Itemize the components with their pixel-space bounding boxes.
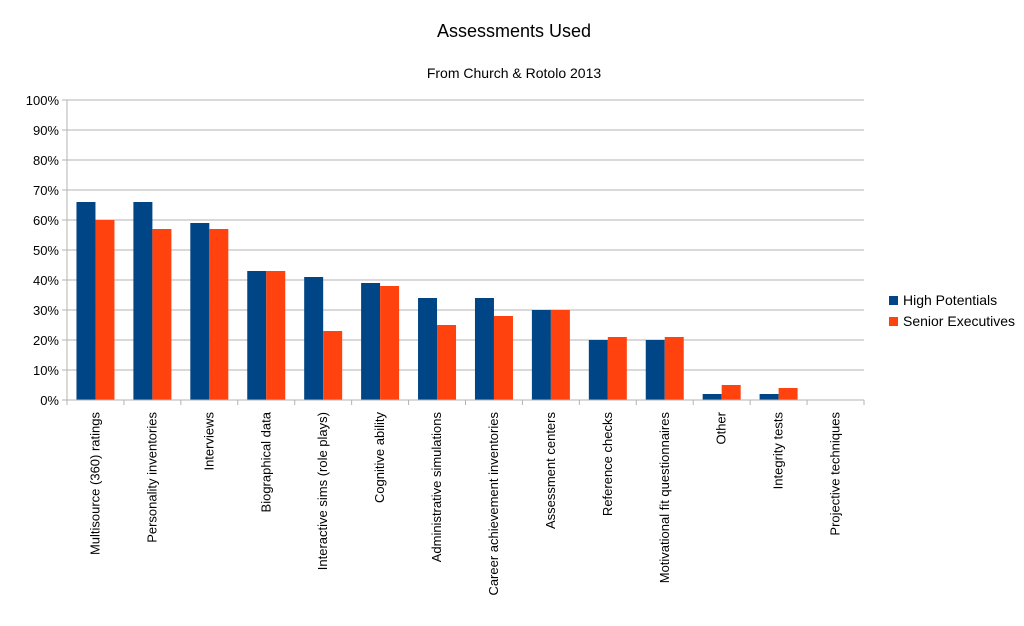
bar-high-potentials: [418, 298, 438, 400]
y-axis-ticks: 0% 10% 20% 30% 40% 50% 60% 70% 80% 90% 100%: [26, 93, 60, 408]
bar-high-potentials: [645, 340, 665, 400]
bar-high-potentials: [133, 202, 153, 400]
bar-senior-executives: [721, 385, 741, 400]
bar-high-potentials: [702, 394, 722, 400]
x-category-label: Other: [714, 411, 729, 444]
bar-senior-executives: [607, 337, 627, 400]
x-category-label: Integrity tests: [771, 412, 786, 490]
y-tick-label: 0%: [40, 393, 59, 408]
gridlines: [62, 99, 864, 401]
y-tick-label: 30%: [33, 303, 59, 318]
x-category-label: Projective techniques: [828, 412, 843, 536]
bar-high-potentials: [361, 283, 381, 400]
x-category-label: Biographical data: [258, 411, 273, 512]
x-category-label: Career achievement inventories: [486, 412, 501, 596]
y-tick-label: 100%: [26, 93, 60, 108]
bar-high-potentials: [247, 271, 267, 400]
y-tick-label: 80%: [33, 153, 59, 168]
bar-high-potentials: [304, 277, 324, 400]
x-category-label: Interviews: [201, 412, 216, 471]
x-category-label: Assessment centers: [543, 412, 558, 530]
x-category-label: Personality inventories: [144, 412, 159, 543]
y-tick-label: 20%: [33, 333, 59, 348]
legend-label: High Potentials: [903, 292, 997, 308]
bar-high-potentials: [531, 310, 551, 400]
bar-senior-executives: [493, 316, 513, 400]
x-category-label: Motivational fit questionnaires: [657, 412, 672, 584]
bar-senior-executives: [95, 220, 115, 400]
bar-high-potentials: [759, 394, 779, 400]
y-tick-label: 10%: [33, 363, 59, 378]
bar-senior-executives: [323, 331, 343, 400]
x-category-label: Multisource (360) ratings: [87, 412, 102, 556]
bars: [76, 202, 798, 400]
x-category-label: Administrative simulations: [429, 412, 444, 563]
y-tick-label: 90%: [33, 123, 59, 138]
chart-title: Assessments Used: [437, 21, 591, 41]
y-tick-label: 40%: [33, 273, 59, 288]
legend-label: Senior Executives: [903, 313, 1015, 329]
x-axis-categories: Multisource (360) ratings Personality inv…: [87, 411, 842, 595]
bar-senior-executives: [778, 388, 798, 400]
x-category-label: Reference checks: [600, 412, 615, 517]
legend: High Potentials Senior Executives: [889, 292, 1015, 329]
bar-senior-executives: [209, 229, 229, 400]
bar-senior-executives: [550, 310, 570, 400]
chart-subtitle: From Church & Rotolo 2013: [427, 65, 602, 81]
bar-high-potentials: [76, 202, 96, 400]
bar-senior-executives: [664, 337, 684, 400]
bar-senior-executives: [266, 271, 286, 400]
bar-high-potentials: [588, 340, 608, 400]
axes: [66, 100, 865, 405]
bar-high-potentials: [474, 298, 494, 400]
bar-senior-executives: [437, 325, 457, 400]
bar-senior-executives: [152, 229, 172, 400]
legend-swatch: [889, 296, 898, 305]
y-tick-label: 50%: [33, 243, 59, 258]
y-tick-label: 70%: [33, 183, 59, 198]
bar-high-potentials: [190, 223, 210, 400]
x-category-label: Cognitive ability: [372, 412, 387, 504]
legend-swatch: [889, 317, 898, 326]
x-category-label: Interactive sims (role plays): [315, 412, 330, 570]
bar-senior-executives: [380, 286, 400, 400]
y-tick-label: 60%: [33, 213, 59, 228]
